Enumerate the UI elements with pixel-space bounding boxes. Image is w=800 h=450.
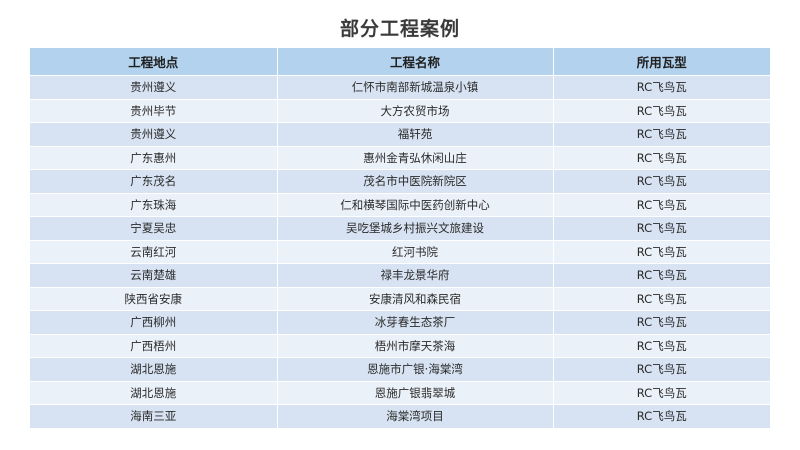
table-row: 海南三亚 海棠湾项目 RC飞鸟瓦 [30,404,770,429]
table-row: 湖北恩施 恩施市广银·海棠湾 RC飞鸟瓦 [30,357,770,382]
cell-project-name: 吴吃堡城乡村振兴文旅建设 [277,216,554,241]
cell-tile-type: RC飞鸟瓦 [553,240,770,264]
table-header-row: 工程地点 工程名称 所用瓦型 [30,48,770,76]
cell-tile-type: RC飞鸟瓦 [553,216,770,241]
cell-tile-type: RC飞鸟瓦 [553,169,770,194]
cell-project-name: 海棠湾项目 [277,404,554,429]
cell-location: 云南红河 [30,240,278,264]
table-row: 广东茂名 茂名市中医院新院区 RC飞鸟瓦 [30,169,770,194]
cell-project-name: 冰芽春生态茶厂 [277,310,554,335]
cell-tile-type: RC飞鸟瓦 [553,357,770,382]
table-row: 云南红河 红河书院 RC飞鸟瓦 [30,240,770,264]
table-row: 贵州遵义 福轩苑 RC飞鸟瓦 [30,122,770,147]
cell-location: 贵州遵义 [30,75,278,100]
table-row: 贵州毕节 大方农贸市场 RC飞鸟瓦 [30,99,770,123]
cell-tile-type: RC飞鸟瓦 [553,404,770,429]
cell-project-name: 福轩苑 [277,122,554,147]
cell-location: 湖北恩施 [30,357,278,382]
header-tile-type: 所用瓦型 [553,48,770,76]
table-row: 陕西省安康 安康清风和森民宿 RC飞鸟瓦 [30,287,770,311]
cell-location: 陕西省安康 [30,287,278,311]
cell-location: 贵州毕节 [30,99,278,123]
table-row: 广东惠州 惠州金青弘休闲山庄 RC飞鸟瓦 [30,146,770,170]
cell-project-name: 梧州市摩天茶海 [277,334,554,358]
cell-project-name: 仁和横琴国际中医药创新中心 [277,193,554,217]
table-row: 宁夏吴忠 吴吃堡城乡村振兴文旅建设 RC飞鸟瓦 [30,216,770,241]
page-title: 部分工程案例 [339,18,460,40]
cell-location: 广东珠海 [30,193,278,217]
cell-location: 广西梧州 [30,334,278,358]
cell-project-name: 恩施市广银·海棠湾 [277,357,554,382]
cell-location: 贵州遵义 [30,122,278,147]
cell-location: 湖北恩施 [30,381,278,405]
cell-location: 广东茂名 [30,169,278,194]
cell-project-name: 大方农贸市场 [277,99,554,123]
cell-project-name: 安康清风和森民宿 [277,287,554,311]
cell-tile-type: RC飞鸟瓦 [553,263,770,288]
cell-tile-type: RC飞鸟瓦 [553,75,770,100]
table-row: 广东珠海 仁和横琴国际中医药创新中心 RC飞鸟瓦 [30,193,770,217]
cell-project-name: 茂名市中医院新院区 [277,169,554,194]
cell-project-name: 惠州金青弘休闲山庄 [277,146,554,170]
cell-project-name: 红河书院 [277,240,554,264]
cell-tile-type: RC飞鸟瓦 [553,334,770,358]
table-row: 广西柳州 冰芽春生态茶厂 RC飞鸟瓦 [30,310,770,335]
cell-tile-type: RC飞鸟瓦 [553,99,770,123]
cell-tile-type: RC飞鸟瓦 [553,146,770,170]
cell-tile-type: RC飞鸟瓦 [553,122,770,147]
cell-location: 云南楚雄 [30,263,278,288]
project-table: 工程地点 工程名称 所用瓦型 贵州遵义 仁怀市南部新城温泉小镇 RC飞鸟瓦 贵州… [30,48,770,429]
table-row: 湖北恩施 恩施广银翡翠城 RC飞鸟瓦 [30,381,770,405]
header-project-name: 工程名称 [277,48,554,76]
cell-project-name: 仁怀市南部新城温泉小镇 [277,75,554,100]
table-row: 贵州遵义 仁怀市南部新城温泉小镇 RC飞鸟瓦 [30,75,770,100]
cell-tile-type: RC飞鸟瓦 [553,287,770,311]
cell-tile-type: RC飞鸟瓦 [553,193,770,217]
cell-location: 广西柳州 [30,310,278,335]
cell-location: 广东惠州 [30,146,278,170]
cell-tile-type: RC飞鸟瓦 [553,310,770,335]
project-table-container: 工程地点 工程名称 所用瓦型 贵州遵义 仁怀市南部新城温泉小镇 RC飞鸟瓦 贵州… [30,48,770,433]
cell-project-name: 禄丰龙景华府 [277,263,554,288]
header-location: 工程地点 [30,48,278,76]
table-row: 云南楚雄 禄丰龙景华府 RC飞鸟瓦 [30,263,770,288]
cell-project-name: 恩施广银翡翠城 [277,381,554,405]
cell-tile-type: RC飞鸟瓦 [553,381,770,405]
cell-location: 海南三亚 [30,404,278,429]
cell-location: 宁夏吴忠 [30,216,278,241]
table-row: 广西梧州 梧州市摩天茶海 RC飞鸟瓦 [30,334,770,358]
